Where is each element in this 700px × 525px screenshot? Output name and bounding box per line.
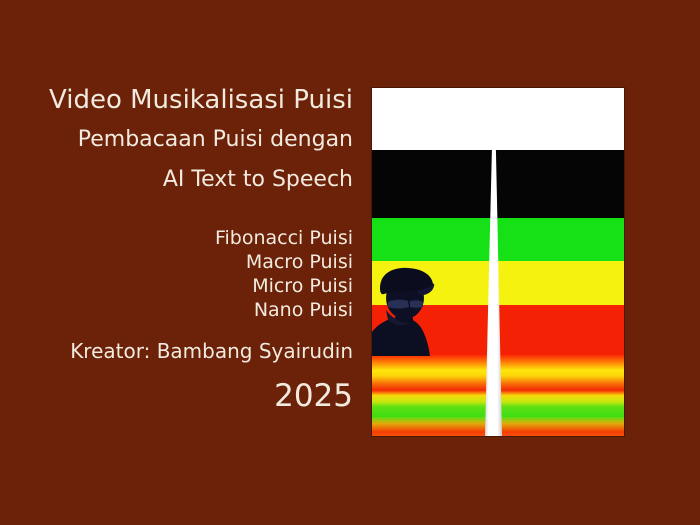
list-item: Macro Puisi <box>245 251 353 273</box>
video-thumbnail-panel <box>372 88 624 436</box>
year-label: 2025 <box>274 378 353 414</box>
spacer <box>0 200 353 226</box>
white-band <box>372 88 624 150</box>
subtitle-line-2: AI Text to Speech <box>162 167 353 192</box>
black-band <box>372 150 624 218</box>
green-band <box>372 218 624 261</box>
subtitle-line-1: Pembacaan Puisi dengan <box>77 127 353 152</box>
man-silhouette-icon <box>372 266 454 356</box>
gradient-band-2 <box>372 395 624 417</box>
gradient-band-3 <box>372 417 624 436</box>
list-item: Fibonacci Puisi <box>214 227 353 249</box>
creator-credit: Kreator: Bambang Syairudin <box>70 339 353 363</box>
list-item: Micro Puisi <box>252 275 353 297</box>
text-column: Video Musikalisasi Puisi Pembacaan Puisi… <box>0 80 353 418</box>
spacer <box>0 322 353 334</box>
gradient-band-1 <box>372 355 624 395</box>
list-item: Nano Puisi <box>253 299 353 321</box>
page-title: Video Musikalisasi Puisi <box>49 85 353 115</box>
